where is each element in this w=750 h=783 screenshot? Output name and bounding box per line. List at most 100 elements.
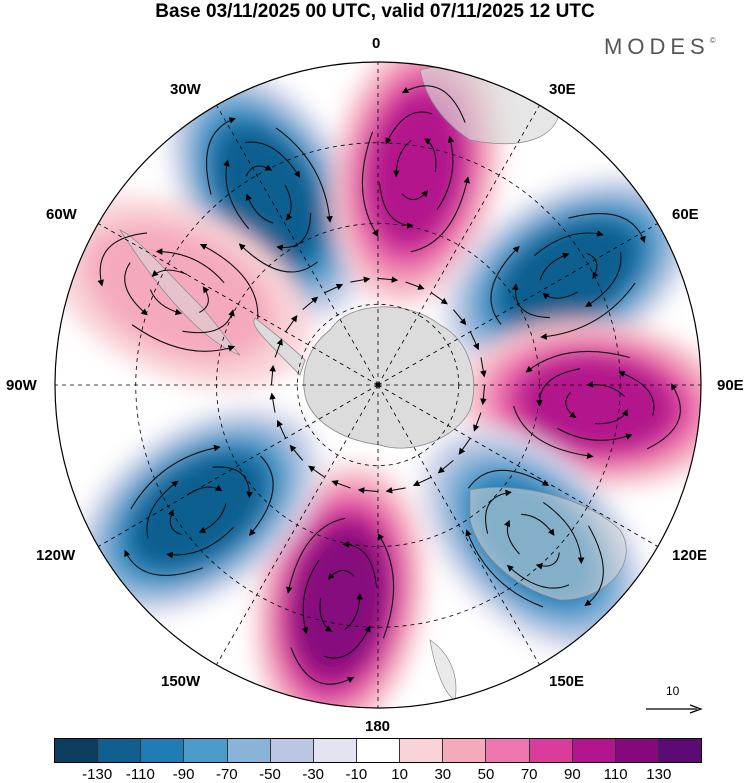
streamline-arrow	[269, 392, 276, 413]
streamline-arrow	[646, 383, 681, 450]
lon-label-180: 180	[365, 718, 391, 735]
streamline-arrow	[405, 281, 425, 290]
streamline-arrow	[469, 331, 480, 351]
colorbar-segment	[141, 739, 185, 762]
streamline-arrow	[565, 391, 577, 418]
streamline-arrow	[323, 625, 371, 659]
streamline-arrow	[124, 549, 204, 576]
streamline-arrow	[331, 480, 351, 489]
streamline-arrow	[245, 193, 274, 224]
streamline-arrow	[542, 502, 585, 565]
streamline-arrow	[182, 309, 235, 334]
streamlines	[97, 85, 681, 685]
streamline-arrow	[289, 444, 304, 461]
meridian-line	[377, 105, 540, 386]
latitude-circle	[296, 303, 460, 467]
streamline-arrow	[131, 324, 236, 352]
streamline-arrow	[568, 213, 646, 243]
streamline-arrow	[286, 517, 346, 594]
streamline-arrow	[595, 409, 628, 425]
streamline-arrow	[124, 262, 148, 316]
streamline-arrow	[452, 309, 467, 326]
meridian-line	[216, 105, 379, 386]
colorbar	[54, 738, 702, 763]
streamline-arrow	[485, 489, 513, 534]
streamline-arrow	[521, 513, 555, 536]
colorbar-segment	[313, 739, 357, 762]
colorbar-tick-label: -70	[215, 766, 238, 783]
streamline-arrow	[301, 559, 320, 635]
colorbar-tick-label: 10	[391, 766, 408, 783]
lon-label-60e: 60E	[672, 206, 699, 223]
streamline-arrow	[525, 350, 630, 373]
streamline-arrow	[357, 487, 379, 494]
graticule	[55, 62, 701, 708]
lon-label-150e: 150E	[549, 673, 585, 690]
streamline-arrow	[276, 419, 287, 439]
streamline-arrow	[342, 541, 378, 588]
streamline-arrow	[473, 412, 482, 432]
streamline-arrow	[327, 569, 355, 580]
streamline-arrow	[458, 437, 471, 455]
colorbar-tick-label: 90	[564, 766, 581, 783]
colorbar-tick-label: -10	[345, 766, 368, 783]
colorbar-segment	[486, 739, 530, 762]
colorbar-segment	[356, 739, 401, 762]
streamline-arrow	[198, 503, 227, 533]
lon-label-90w: 90W	[6, 377, 37, 394]
streamline-arrow	[513, 405, 594, 460]
south-america-shape	[118, 229, 241, 356]
streamline-arrow	[480, 384, 487, 406]
streamline-arrow	[618, 370, 655, 416]
streamline-arrow	[436, 135, 455, 211]
streamline-arrow	[223, 159, 250, 230]
streamline-arrow	[557, 427, 633, 441]
colorbar-segment	[55, 739, 99, 762]
lon-label-30e: 30E	[549, 81, 576, 98]
meridian-line	[98, 384, 379, 547]
streamline-arrow	[586, 381, 625, 398]
streamline-arrow	[392, 139, 412, 178]
streamline-arrow	[130, 444, 221, 510]
streamline-arrow	[275, 127, 333, 223]
lon-label-120e: 120E	[672, 547, 708, 564]
colorbar-segment	[227, 739, 271, 762]
brand-logo: MODES©	[604, 34, 716, 60]
lon-label-150w: 150W	[161, 673, 201, 690]
australia-shape	[469, 487, 627, 601]
streamline-arrow	[586, 252, 599, 280]
streamline-arrow	[401, 85, 466, 123]
streamline-arrow	[412, 476, 432, 487]
streamline-arrow	[533, 230, 604, 257]
streamline-arrow	[167, 509, 182, 535]
streamline-arrow	[423, 138, 437, 173]
streamline-arrow	[344, 592, 364, 631]
streamline-arrow	[290, 647, 355, 685]
colorbar-tick-label: 50	[477, 766, 495, 783]
colorbar-tick-label: -30	[302, 766, 325, 783]
streamline-arrow	[536, 368, 581, 407]
colorbar-tick-label: 30	[434, 766, 452, 783]
streamline-arrow	[212, 466, 253, 499]
lon-label-0: 0	[372, 35, 381, 52]
meridian-line	[98, 223, 379, 386]
streamline-arrow	[302, 296, 319, 311]
streamline-arrow	[465, 529, 544, 608]
streamline-arrow	[199, 243, 259, 319]
streamline-arrow	[378, 182, 414, 229]
colorbar-tick-label: -130	[82, 766, 113, 783]
colorbar-segment	[443, 739, 487, 762]
colorbar-segment	[658, 739, 702, 762]
colorbar-segment	[98, 739, 142, 762]
streamline-arrow	[585, 252, 622, 308]
colorbar-tick-label: 130	[646, 766, 672, 783]
colorbar-segment	[572, 739, 616, 762]
meridian-line	[377, 384, 658, 547]
streamline-arrow	[155, 248, 225, 284]
streamline-arrow	[274, 338, 283, 358]
colorbar-segment	[529, 739, 573, 762]
streamline-arrow	[149, 289, 183, 316]
latitude-circle	[135, 142, 621, 628]
streamline-arrow	[401, 190, 429, 201]
